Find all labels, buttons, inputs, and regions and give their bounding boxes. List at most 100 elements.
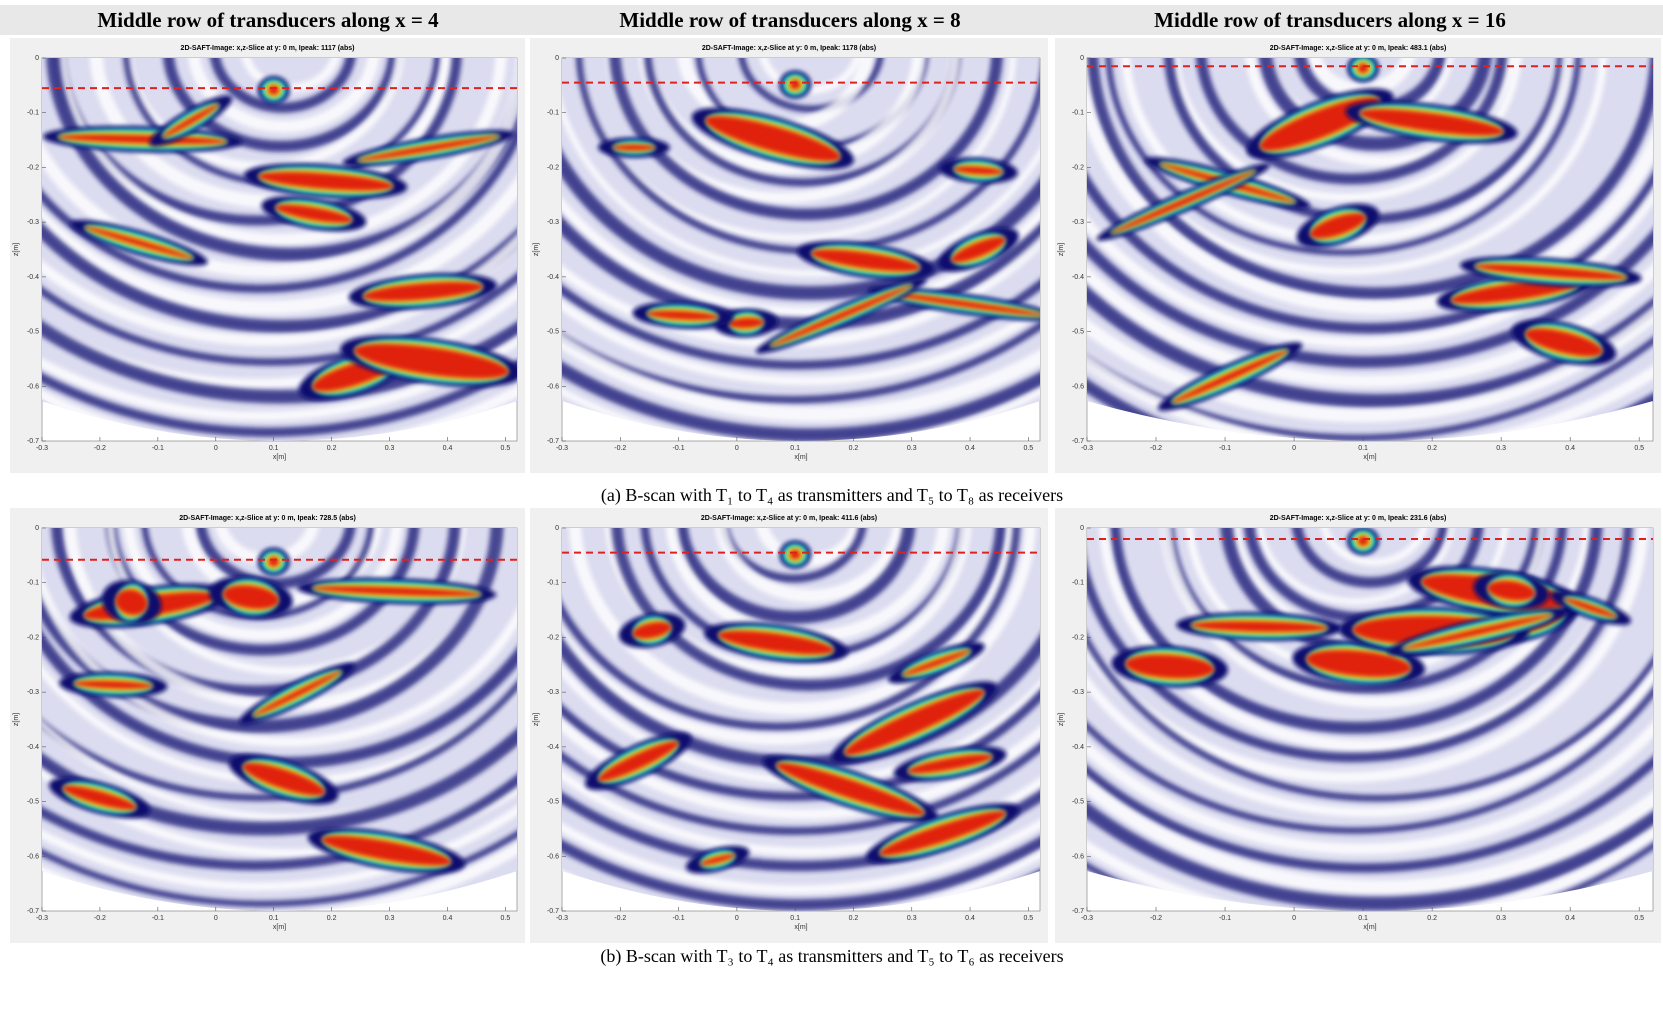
wave-arc (42, 528, 517, 747)
heat-blob (699, 853, 737, 866)
wave-arc (1098, 528, 1634, 751)
y-axis-label: z[m] (13, 713, 20, 726)
wave-arc (562, 528, 1037, 745)
y-tick-label: -0.5 (1072, 799, 1084, 806)
x-axis-label: x[m] (273, 924, 286, 931)
x-tick-label: -0.2 (94, 915, 106, 922)
heat-blob (222, 584, 280, 610)
wave-arc (562, 528, 1040, 872)
y-tick-label: -0.3 (1072, 689, 1084, 696)
wave-arc (42, 58, 517, 437)
wave-arc (42, 58, 517, 366)
wave-arc (1170, 58, 1523, 202)
x-tick-label: -0.1 (673, 915, 685, 922)
heat-blob (1357, 535, 1369, 546)
wave-arc (45, 58, 517, 262)
y-tick-label: -0.1 (27, 580, 39, 587)
y-axis-label: z[m] (533, 713, 540, 726)
wave-arc (1087, 58, 1653, 368)
x-tick-label: 0.2 (849, 445, 859, 452)
heat-blob (1109, 169, 1258, 235)
y-tick-label: -0.5 (547, 799, 559, 806)
y-tick-label: -0.6 (27, 383, 39, 390)
wave-arc (1087, 58, 1653, 334)
heat-blob (907, 754, 994, 774)
wave-arc (610, 528, 1008, 691)
column-header: Middle row of transducers along x = 4 (97, 8, 439, 32)
y-tick-label: -0.6 (547, 383, 559, 390)
y-tick-label: -0.3 (547, 219, 559, 226)
y-tick-label: -0.1 (1072, 580, 1084, 587)
x-tick-label: -0.3 (1081, 445, 1093, 452)
wave-arc (162, 58, 400, 152)
heat-blob (115, 589, 148, 616)
wave-arc (1160, 528, 1596, 708)
heat-blob (768, 284, 915, 348)
wave-arc (562, 528, 1040, 856)
y-tick-label: -0.6 (27, 853, 39, 860)
heat-blob (355, 135, 502, 162)
wave-arc (562, 58, 1040, 317)
wave-arc (562, 58, 1040, 422)
caption: (b) B-scan with T₃ to T₄ as transmitters… (600, 946, 1063, 967)
x-tick-label: 0.5 (1634, 915, 1644, 922)
x-tick-label: 0.4 (443, 915, 453, 922)
wave-arc (719, 528, 868, 583)
column-header: Middle row of transducers along x = 16 (1154, 8, 1506, 32)
heat-blob (362, 281, 484, 302)
wave-arc (568, 528, 1020, 715)
y-tick-label: -0.3 (547, 689, 559, 696)
wave-arc (1105, 58, 1582, 256)
wave-arc (1087, 58, 1608, 276)
heat-blob (878, 810, 1007, 856)
wave-arc (1244, 58, 1516, 167)
wave-arc (1087, 528, 1653, 855)
y-tick-label: -0.4 (27, 274, 39, 281)
wave-arc (42, 528, 517, 871)
x-tick-label: 0.3 (907, 915, 917, 922)
x-axis-label: x[m] (1363, 924, 1376, 931)
heat-blob (775, 762, 926, 816)
wave-arc (638, 58, 927, 175)
y-tick-label: 0 (1080, 525, 1084, 532)
wave-arc (42, 58, 517, 421)
wave-arc (1087, 528, 1653, 911)
x-tick-label: 0.5 (1023, 915, 1033, 922)
y-tick-label: -0.5 (547, 329, 559, 336)
x-tick-label: -0.2 (94, 445, 106, 452)
wave-arc (42, 58, 517, 278)
wave-arc (42, 528, 517, 891)
x-tick-label: 0.3 (385, 445, 395, 452)
wave-arc (1256, 528, 1455, 605)
wave-arc (55, 58, 507, 245)
wave-arc (42, 58, 517, 388)
wave-arc (714, 528, 907, 603)
x-tick-label: 0.4 (965, 915, 975, 922)
heat-blob (1473, 264, 1629, 280)
wave-arc (42, 528, 517, 802)
wave-arc (42, 58, 517, 315)
wave-arc (42, 528, 505, 734)
heat-blob (83, 226, 195, 260)
wave-arc (737, 58, 885, 113)
wave-arc (562, 528, 1040, 911)
y-tick-label: 0 (555, 525, 559, 532)
x-tick-label: -0.3 (36, 445, 48, 452)
x-tick-label: 0 (1292, 445, 1296, 452)
wave-arc (50, 528, 461, 698)
x-tick-label: -0.1 (1219, 445, 1231, 452)
x-tick-label: 0 (214, 445, 218, 452)
wave-arc (604, 528, 972, 679)
y-axis-label: z[m] (533, 243, 540, 256)
heatmap (1087, 58, 1653, 441)
wave-arc (105, 528, 420, 656)
wave-arc (42, 528, 517, 836)
x-tick-label: -0.2 (1150, 915, 1162, 922)
y-tick-label: -0.1 (547, 110, 559, 117)
x-tick-label: -0.3 (36, 915, 48, 922)
wave-arc (42, 58, 517, 333)
wave-arc (1319, 528, 1429, 567)
y-tick-label: 0 (1080, 55, 1084, 62)
y-tick-label: -0.4 (547, 744, 559, 751)
y-tick-label: -0.5 (27, 329, 39, 336)
